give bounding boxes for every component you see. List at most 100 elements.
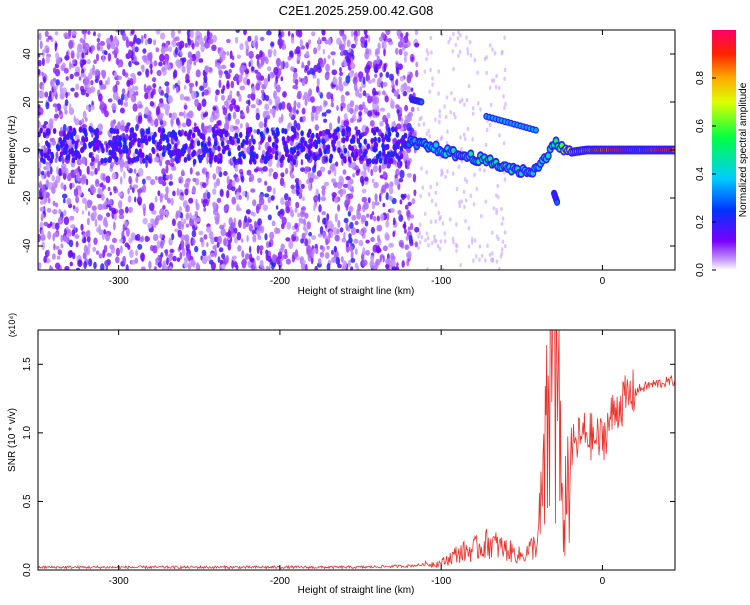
noise-speckle [241,258,247,267]
noise-speckle [79,37,84,44]
noise-speckle [269,231,275,240]
band-speckle [124,148,129,154]
noise-speckle [316,85,320,93]
noise-speckle [394,47,399,55]
noise-speckle [195,198,198,207]
noise-speckle [365,249,370,256]
noise-speckle [201,257,208,265]
noise-speckle [318,143,322,149]
ridge-point [451,147,456,154]
noise-speckle [211,44,217,51]
band-speckle [191,132,196,139]
band-speckle [157,126,162,133]
noise-speckle [348,233,352,239]
noise-speckle [293,154,298,160]
noise-speckle [408,234,413,243]
noise-speckle [69,73,74,80]
noise-speckle [239,85,246,91]
band-speckle [115,128,120,135]
noise-speckle [284,251,288,257]
noise-speckle [161,66,165,72]
noise-speckle [285,237,291,242]
noise-speckle [264,180,267,186]
noise-speckle [76,51,80,60]
noise-speckle [342,183,349,188]
noise-speckle [333,250,339,258]
noise-speckle [389,181,394,188]
band-speckle [69,131,73,138]
noise-speckle [81,30,88,35]
noise-speckle [353,34,357,41]
noise-speckle [391,255,396,261]
noise-speckle [251,229,255,235]
noise-speckle [202,192,207,200]
noise-speckle [351,214,357,221]
noise-speckle [38,262,42,270]
branch-point [419,99,424,105]
noise-speckle [92,246,97,252]
noise-speckle [119,238,124,243]
noise-speckle [325,63,330,72]
noise-speckle [206,226,212,233]
noise-speckle [206,241,209,248]
noise-speckle [395,104,400,109]
band-speckle [166,144,170,151]
band-speckle [198,157,203,164]
colorbar-tick-label: 0.2 [695,215,706,229]
band-speckle [246,127,251,134]
noise-speckle [422,122,426,127]
noise-speckle [232,180,236,187]
band-speckle [191,151,195,158]
noise-speckle [241,250,245,258]
noise-speckle [123,171,126,179]
noise-speckle [134,196,137,203]
band-speckle [156,143,160,150]
band-speckle [211,126,216,133]
noise-speckle [418,230,422,236]
noise-speckle [259,245,264,251]
band-speckle [161,127,166,134]
noise-speckle [250,104,256,109]
band-speckle [190,139,194,146]
noise-speckle [373,265,378,270]
noise-speckle [181,244,184,251]
noise-speckle [117,99,122,105]
noise-speckle [284,61,289,69]
noise-speckle [264,233,268,241]
noise-speckle [115,247,120,257]
noise-speckle [372,165,378,173]
band-speckle [370,137,375,144]
band-speckle [300,130,304,137]
noise-speckle [361,196,368,203]
noise-speckle [107,199,111,205]
noise-speckle [86,235,91,243]
noise-speckle [47,197,51,204]
noise-speckle [132,103,138,112]
noise-speckle [246,105,250,114]
band-speckle [38,131,41,138]
noise-speckle [385,220,390,228]
noise-speckle [168,181,174,186]
noise-speckle [321,129,327,137]
noise-speckle [41,241,46,250]
noise-speckle [151,210,157,215]
band-speckle [92,146,97,153]
noise-speckle [228,69,232,74]
noise-speckle [402,123,407,128]
noise-speckle [294,222,298,230]
noise-speckle [78,76,82,81]
noise-speckle [56,166,59,175]
noise-speckle [328,122,333,131]
band-speckle [46,154,51,161]
noise-speckle [355,228,360,234]
noise-speckle [302,226,307,231]
noise-speckle [251,86,256,95]
band-speckle [371,127,375,134]
noise-speckle [308,88,313,97]
noise-speckle [191,229,197,238]
noise-speckle [183,260,189,268]
noise-speckle [159,98,164,104]
noise-speckle [280,76,284,82]
noise-speckle [404,204,409,210]
noise-speckle [65,76,69,81]
